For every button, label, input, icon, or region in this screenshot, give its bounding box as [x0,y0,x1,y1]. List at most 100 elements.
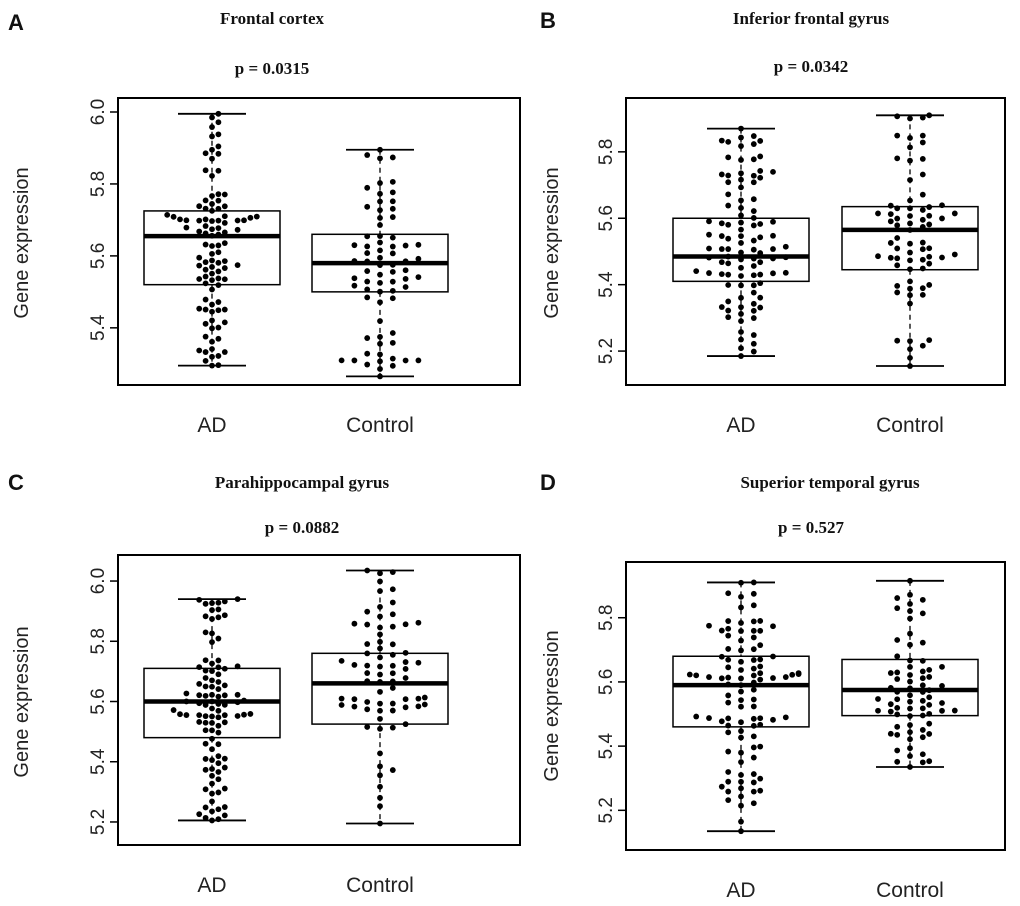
data-point [415,695,422,702]
data-point [750,196,757,203]
x-category-label: Control [876,879,944,902]
data-point [377,700,383,707]
data-point [738,579,744,586]
data-point [750,602,757,609]
data-point [750,255,757,262]
data-point [364,641,371,647]
data-point [894,723,901,730]
data-point [782,714,789,721]
data-point [221,349,228,355]
p-value-label: p = 0.0315 [235,59,309,78]
data-point [770,255,776,262]
y-tick-label: 5.4 [88,748,109,775]
data-point [894,704,901,711]
data-point [364,699,371,705]
data-point [725,769,732,775]
data-point [364,670,371,676]
data-point [241,697,247,704]
data-point [894,637,901,643]
data-point [209,362,215,369]
data-point [389,586,396,593]
data-point [202,600,209,607]
data-point [919,155,926,162]
data-point [725,674,732,681]
data-point [215,741,222,748]
data-point [377,262,383,269]
data-point [209,226,215,233]
data-point [706,674,712,680]
data-point [402,242,409,249]
data-point [738,294,744,301]
data-point [770,716,776,723]
data-point [221,719,228,726]
data-point [738,759,744,765]
data-point [209,798,215,805]
data-point [750,715,757,722]
data-point [926,337,933,343]
data-point [907,577,913,584]
data-point [750,289,757,296]
data-point [377,638,383,645]
data-point [215,282,222,289]
data-point [215,693,222,700]
data-point [209,698,215,705]
data-point [725,307,732,314]
data-point [907,135,913,141]
data-point [209,277,215,284]
data-point [919,712,926,719]
data-point [209,735,215,742]
data-point [750,590,757,597]
data-point [907,363,913,369]
data-point [215,231,222,238]
data-point [750,156,757,163]
data-point [750,679,757,686]
data-point [939,202,945,209]
data-point [907,600,913,607]
box-control [311,567,449,827]
data-point [377,279,383,286]
data-point [402,284,409,290]
data-point [364,233,371,240]
data-point [951,210,958,217]
data-point [196,692,203,699]
data-point [202,756,209,762]
data-point [894,235,901,241]
p-value-label: p = 0.0342 [774,57,848,76]
data-point [725,625,732,632]
data-point [377,239,383,246]
data-point [887,254,894,261]
data-point [770,246,776,252]
data-point [215,324,222,331]
data-point [738,336,744,343]
data-point [221,276,228,283]
data-point [215,268,222,275]
data-point [221,191,228,198]
data-point [377,803,383,810]
data-point [939,215,945,222]
data-point [364,258,371,265]
data-point [215,769,222,775]
data-point [919,246,926,253]
data-point [750,300,757,307]
data-point [907,227,913,233]
data-point [177,216,183,223]
data-point [215,197,222,204]
data-point [377,715,383,722]
data-point [907,705,913,712]
data-point [415,274,422,281]
data-point [875,707,881,714]
data-point [750,579,757,586]
data-point [750,646,757,653]
data-point [750,800,757,807]
data-point [718,220,725,227]
data-point [750,133,757,139]
data-point [939,707,945,714]
data-point [718,233,725,239]
data-point [725,664,732,671]
data-point [919,734,926,741]
data-point [894,222,901,229]
data-point [377,750,383,757]
data-point [887,701,894,708]
data-point [338,695,345,702]
